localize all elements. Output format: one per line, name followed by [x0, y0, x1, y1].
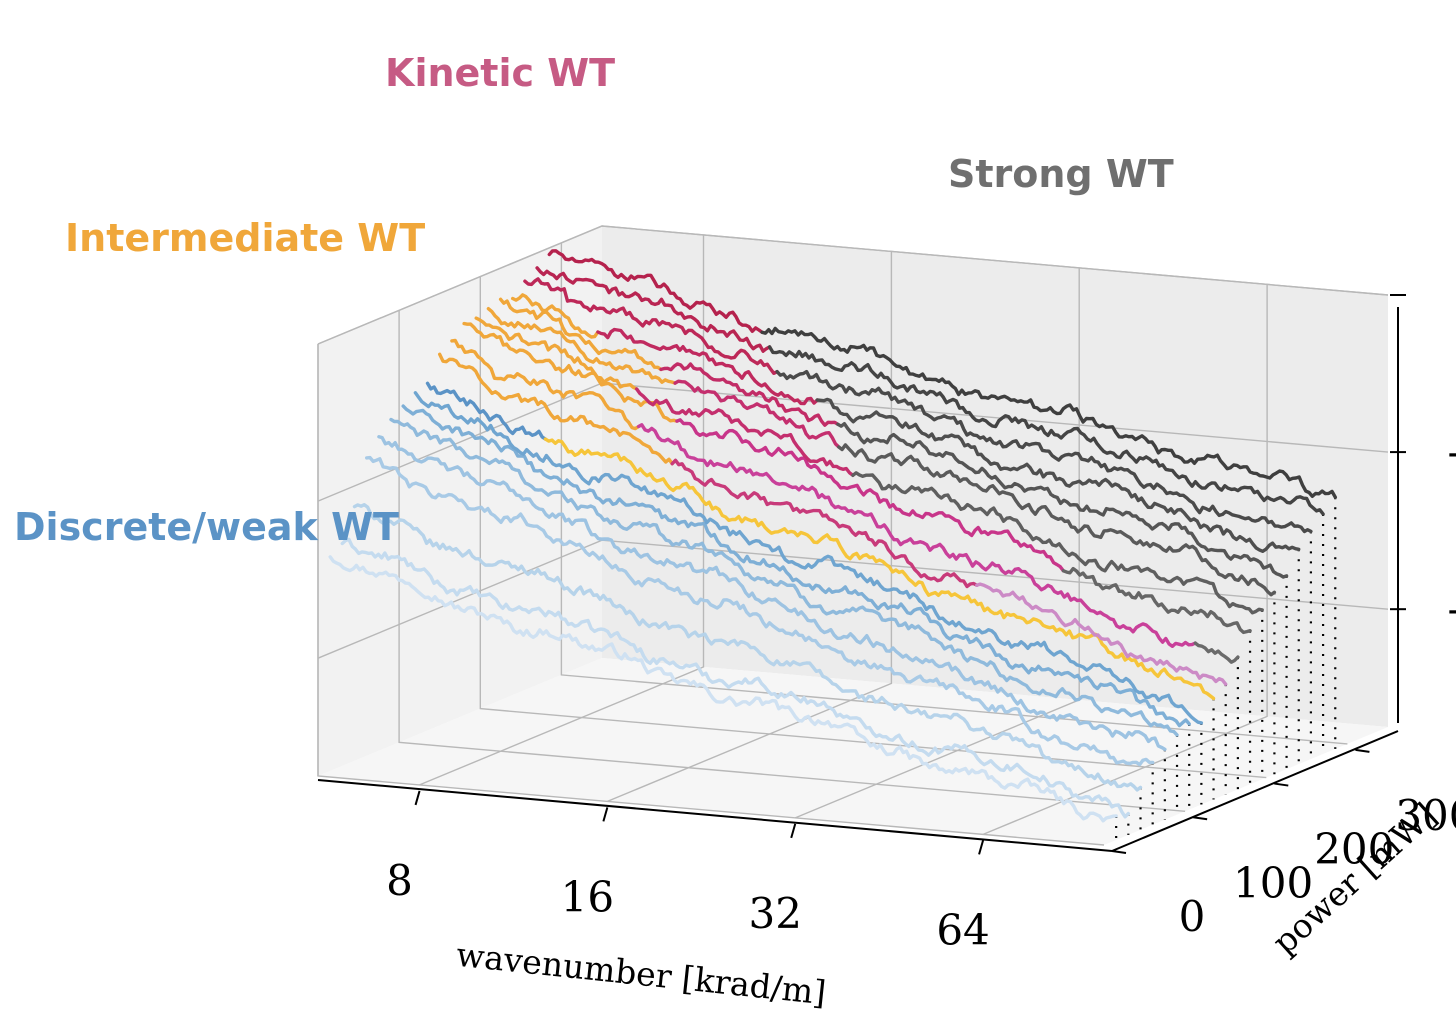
series-line-165mw-seg-2 [1193, 641, 1240, 664]
y-tick-label-200: 200 [1314, 825, 1394, 874]
series-line-210mw-seg-0 [486, 307, 677, 385]
x-tick-8 [414, 790, 421, 806]
spectra-series [328, 249, 1338, 823]
y-tick-0 [1111, 850, 1127, 854]
z-tick-label--4: -4 [1448, 427, 1456, 476]
series-line-240mw-seg-1 [596, 327, 819, 406]
series-line-285mw-seg-1 [760, 326, 1338, 499]
grid-line-power-100 [398, 310, 1186, 812]
z-tick-label--8: -8 [1448, 584, 1456, 633]
y-tick-200 [1274, 782, 1289, 787]
series-line-150mw-seg-2 [975, 582, 1228, 686]
series-line-60mw-seg-0 [365, 455, 1155, 767]
series-line-210mw-seg-1 [673, 379, 841, 449]
series-line-135mw-seg-0 [425, 381, 548, 441]
series-line-150mw-seg-0 [438, 352, 674, 466]
series-line-150mw-seg-1 [670, 458, 979, 589]
series-line-45mw-seg-0 [352, 503, 1143, 792]
x-tick-label-16: 16 [561, 872, 614, 921]
y-tick-label-300: 300 [1395, 791, 1456, 840]
series-line-240mw-seg-0 [511, 293, 600, 339]
x-tick-label-64: 64 [936, 905, 989, 954]
series-line-255mw-seg-1 [775, 369, 1313, 534]
x-tick-32 [790, 823, 797, 839]
series-line-195mw-seg-2 [851, 471, 1264, 615]
strong-wt-label: Strong WT [948, 152, 1174, 196]
x-tick-64 [978, 840, 985, 855]
series-line-90mw-seg-0 [389, 417, 1179, 737]
x-axis-line [317, 779, 1113, 852]
series-line-135mw-seg-1 [543, 437, 1216, 701]
series-line-180mw-seg-1 [675, 418, 1066, 573]
series-line-225mw-seg-1 [659, 362, 840, 427]
y-tick-label-0: 0 [1179, 892, 1206, 941]
x-tick-label-32: 32 [748, 889, 801, 938]
grid-lines [317, 225, 1389, 846]
y-tick-label-100: 100 [1233, 858, 1313, 907]
drop-lines [1115, 497, 1337, 840]
kinetic-wt-label: Kinetic WT [385, 51, 615, 95]
series-line-270mw-seg-1 [767, 345, 1325, 516]
pane-top-edge [317, 225, 1389, 345]
series-line-240mw-seg-2 [815, 397, 1301, 553]
series-line-255mw-seg-0 [523, 277, 779, 375]
series-line-180mw-seg-0 [462, 321, 679, 423]
series-line-165mw-seg-1 [636, 423, 1198, 648]
series-line-120mw-seg-0 [413, 391, 1204, 725]
series-line-195mw-seg-0 [474, 316, 639, 391]
y-tick-300 [1355, 748, 1370, 753]
intermediate-wt-label: Intermediate WT [65, 216, 425, 260]
series-line-225mw-seg-2 [836, 422, 1289, 579]
series-line-105mw-seg-0 [401, 404, 1191, 728]
series-line-165mw-seg-0 [450, 338, 641, 431]
y-tick-100 [1193, 816, 1208, 821]
x-axis-title: wavenumber [krad/m] [454, 935, 828, 1013]
x-tick-label-8: 8 [386, 856, 413, 905]
discrete-weak-wt-label: Discrete/weak WT [14, 505, 399, 549]
tick-labels: 8 16 32 64 0 100200300 0 -4 -8 [386, 270, 1456, 954]
z-tick-label-0: 0 [1455, 270, 1456, 319]
series-line-75mw-seg-0 [377, 435, 1167, 751]
x-tick-16 [602, 807, 609, 822]
series-line-195mw-seg-1 [635, 387, 855, 477]
series-line-225mw-seg-0 [498, 297, 663, 372]
y-axis-line [1111, 730, 1399, 852]
grid-line-k-8 [419, 234, 705, 786]
axis-lines [317, 294, 1406, 855]
series-line-285mw-seg-0 [547, 249, 764, 334]
series-line-210mw-seg-2 [837, 443, 1277, 597]
series-line-30mw-seg-0 [340, 537, 1131, 819]
floor-pane [318, 658, 1388, 845]
series-line-270mw-seg-0 [535, 266, 772, 353]
series-line-15mw-seg-0 [328, 555, 1118, 823]
series-line-180mw-seg-2 [1061, 566, 1252, 635]
